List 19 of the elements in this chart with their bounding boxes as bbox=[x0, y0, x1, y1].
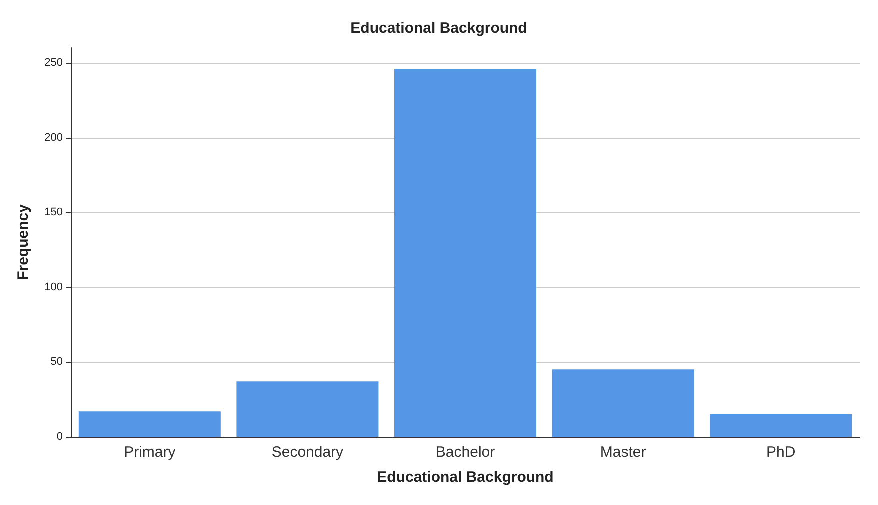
bar bbox=[236, 382, 379, 437]
y-tick-label: 0 bbox=[56, 431, 63, 443]
x-tick-label: Primary bbox=[124, 444, 176, 461]
y-axis-title: Frequency bbox=[15, 204, 32, 280]
y-tick-label: 50 bbox=[50, 356, 63, 368]
y-tick-label: 250 bbox=[44, 56, 63, 69]
y-tick-label: 150 bbox=[44, 206, 63, 219]
x-tick-label: Bachelor bbox=[436, 444, 496, 461]
x-tick-label: Secondary bbox=[272, 444, 344, 461]
chart-title: Educational Background bbox=[350, 20, 528, 37]
y-tick-label: 200 bbox=[44, 132, 63, 144]
x-tick-label: PhD bbox=[766, 444, 796, 461]
bar bbox=[394, 68, 537, 437]
x-axis-title: Educational Background bbox=[377, 469, 554, 486]
x-tick-label: Master bbox=[600, 444, 646, 461]
bar bbox=[78, 412, 221, 437]
y-tick-label: 100 bbox=[44, 281, 63, 294]
bar bbox=[552, 370, 694, 437]
bar bbox=[710, 414, 852, 437]
